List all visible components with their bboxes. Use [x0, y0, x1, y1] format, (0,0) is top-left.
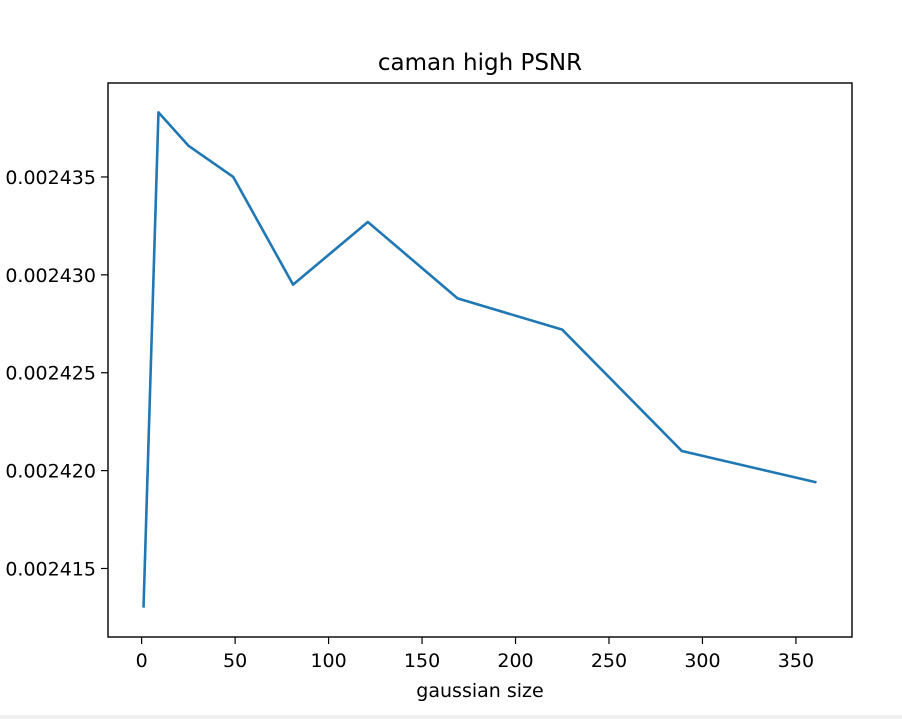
plot-area-frame	[107, 82, 853, 638]
y-tick-label: 0.002415	[5, 558, 96, 580]
x-tick-label: 250	[591, 650, 627, 672]
y-tick-label: 0.002425	[5, 363, 96, 385]
series-line	[142, 111, 817, 608]
x-tick-label: 100	[310, 650, 346, 672]
x-tick-label: 350	[778, 650, 814, 672]
y-tick-label: 0.002420	[5, 461, 96, 483]
bottom-strip	[0, 715, 902, 719]
x-axis: 0 50 100 150 200 250 300 350	[136, 637, 814, 672]
chart-title: caman high PSNR	[378, 50, 582, 76]
y-tick-label: 0.002430	[5, 265, 96, 287]
x-tick-label: 0	[136, 650, 148, 672]
y-axis: 0.002415 0.002420 0.002425 0.002430 0.002435	[5, 167, 108, 580]
x-tick-label: 200	[497, 650, 533, 672]
x-tick-label: 150	[404, 650, 440, 672]
series-group	[142, 111, 817, 608]
x-tick-label: 300	[684, 650, 720, 672]
x-axis-label: gaussian size	[416, 680, 543, 702]
x-tick-label: 50	[223, 650, 247, 672]
y-tick-label: 0.002435	[5, 167, 96, 189]
